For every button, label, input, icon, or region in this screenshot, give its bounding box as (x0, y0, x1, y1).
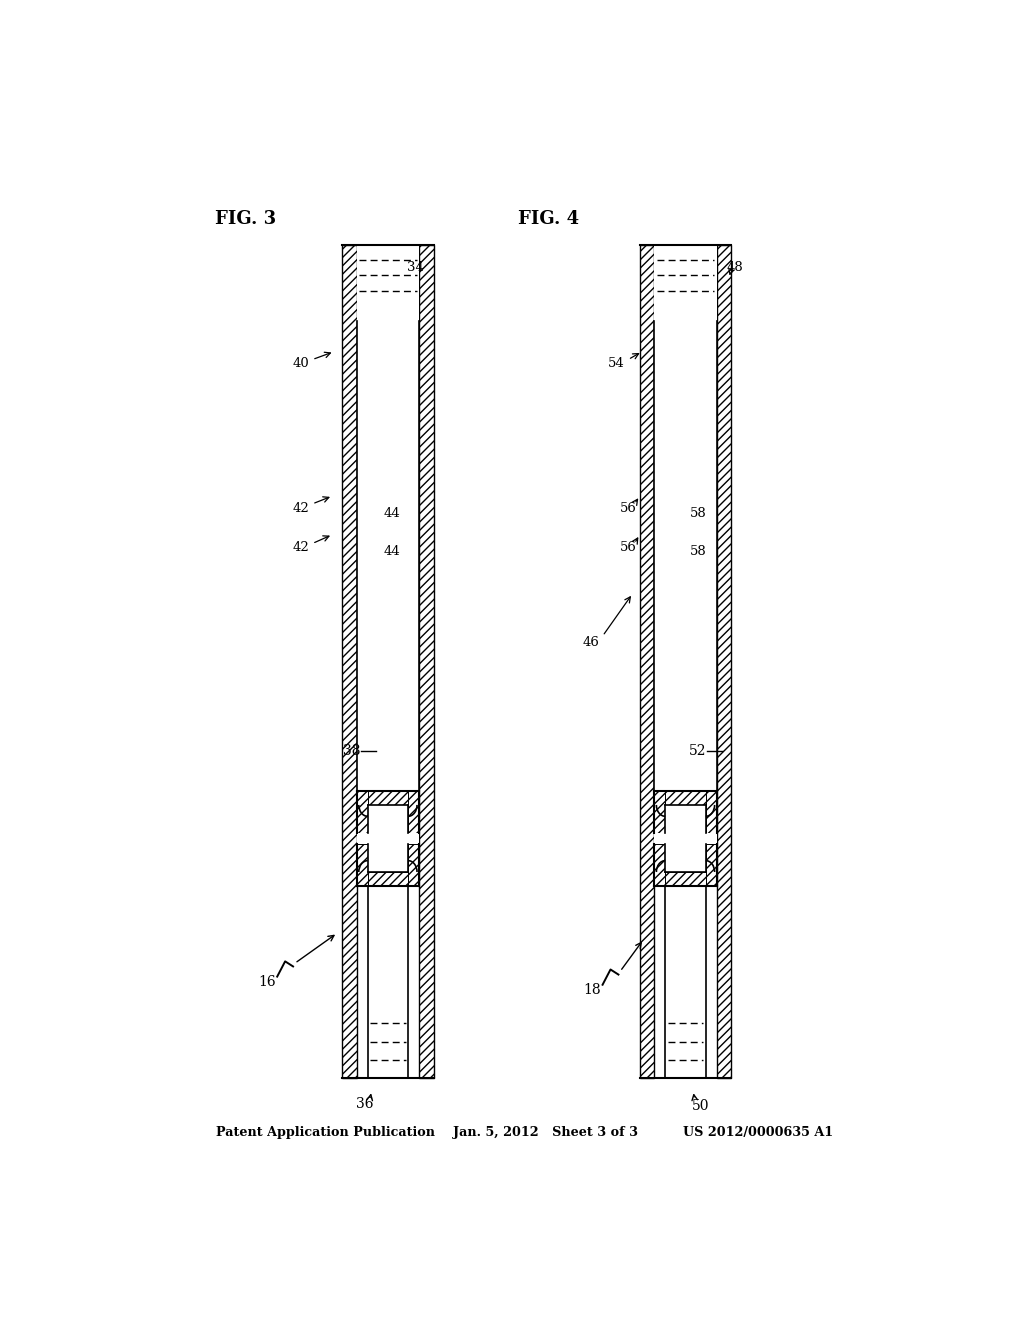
Bar (368, 886, 409, 1078)
Bar (356, 833, 419, 843)
Text: FIG. 3: FIG. 3 (215, 210, 276, 228)
Bar (409, 843, 419, 886)
Text: 48: 48 (727, 260, 743, 273)
Text: 40: 40 (293, 358, 309, 370)
Bar (342, 244, 356, 1078)
Text: 44: 44 (384, 545, 400, 558)
Bar (654, 843, 666, 886)
Bar (666, 886, 706, 1078)
Bar (368, 805, 409, 833)
Bar (706, 791, 717, 833)
Bar (666, 791, 706, 805)
Text: 58: 58 (689, 545, 707, 558)
Text: 18: 18 (584, 983, 601, 997)
Bar (640, 244, 654, 1078)
Text: 44: 44 (384, 507, 400, 520)
Text: FIG. 4: FIG. 4 (518, 210, 580, 228)
Bar (654, 321, 717, 791)
Bar (368, 873, 409, 886)
Text: 16: 16 (258, 974, 275, 989)
Bar (666, 843, 706, 873)
Text: 38: 38 (343, 744, 360, 758)
Bar (654, 244, 717, 321)
Text: 56: 56 (620, 541, 636, 554)
Text: Patent Application Publication    Jan. 5, 2012   Sheet 3 of 3          US 2012/0: Patent Application Publication Jan. 5, 2… (216, 1126, 834, 1139)
Bar (356, 843, 368, 886)
Text: 34: 34 (407, 260, 424, 273)
Bar (356, 244, 419, 321)
Bar (409, 791, 419, 833)
Text: 52: 52 (689, 744, 707, 758)
Bar (419, 244, 433, 1078)
Bar (654, 833, 717, 843)
Text: 46: 46 (583, 636, 599, 648)
Bar (368, 843, 409, 873)
Text: 42: 42 (293, 541, 309, 554)
Bar (666, 873, 706, 886)
Text: 56: 56 (620, 502, 636, 515)
Bar (356, 791, 368, 833)
Bar (356, 321, 419, 791)
Bar (666, 805, 706, 833)
Text: 42: 42 (293, 502, 309, 515)
Text: 54: 54 (607, 358, 625, 370)
Text: 36: 36 (355, 1097, 373, 1110)
Bar (717, 244, 731, 1078)
Text: 50: 50 (692, 1098, 710, 1113)
Bar (368, 791, 409, 805)
Bar (706, 843, 717, 886)
Bar (654, 791, 666, 833)
Text: 58: 58 (689, 507, 707, 520)
